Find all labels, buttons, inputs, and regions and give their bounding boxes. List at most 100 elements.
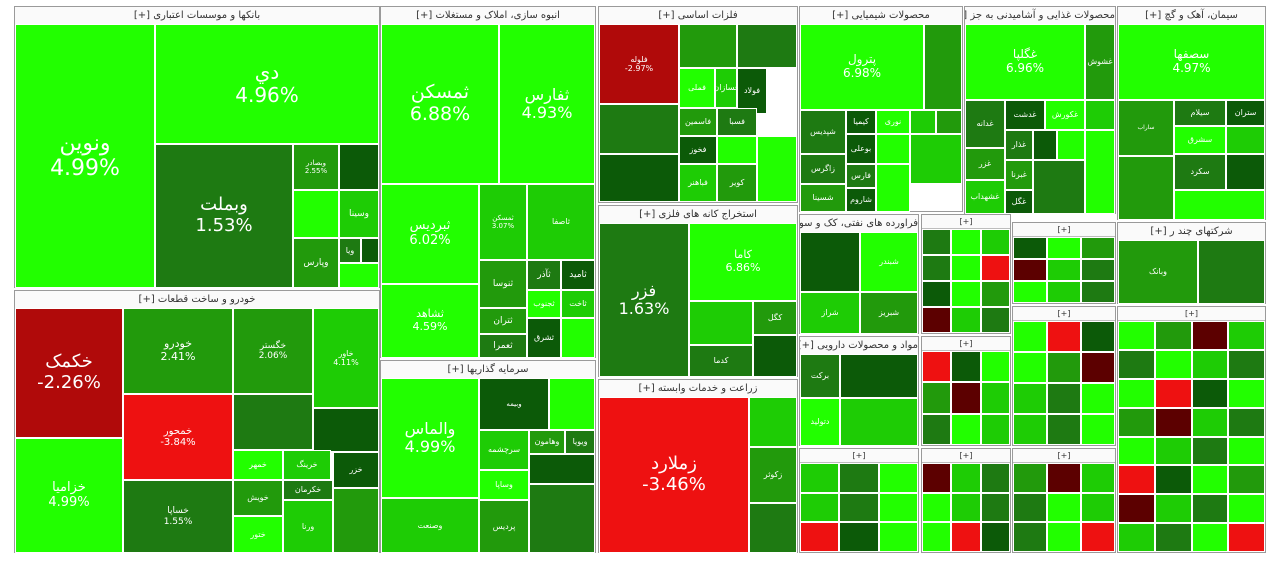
stock-tile[interactable]: خودرو 2.41%	[123, 308, 233, 394]
stock-tile[interactable]: کدما	[689, 345, 753, 377]
stock-tile-minor[interactable]	[1154, 407, 1192, 437]
stock-tile[interactable]: ستران	[1226, 100, 1265, 126]
stock-tile-minor[interactable]	[1191, 465, 1229, 495]
stock-tile-minor[interactable]	[922, 281, 952, 307]
sector-header[interactable]: سرمایه گذاریها [+]	[381, 361, 595, 379]
stock-tile[interactable]: خزر	[333, 452, 379, 488]
stock-tile[interactable]: دي 4.96%	[155, 24, 379, 144]
stock-tile[interactable]: پردیس	[479, 500, 529, 553]
stock-tile[interactable]: والماس 4.99%	[381, 378, 479, 498]
stock-tile-minor[interactable]	[1013, 414, 1047, 445]
stock-tile[interactable]: زاگرس	[800, 154, 846, 184]
stock-tile[interactable]: شسینا	[800, 184, 846, 212]
stock-tile-minor[interactable]	[1013, 463, 1047, 493]
stock-tile-minor[interactable]	[1081, 522, 1115, 552]
stock-tile[interactable]: ثاميد	[561, 260, 595, 290]
stock-tile[interactable]: ثبردیس 6.02%	[381, 184, 479, 284]
stock-tile[interactable]: ثاخت	[561, 290, 595, 318]
stock-tile-minor[interactable]	[339, 144, 379, 190]
stock-tile[interactable]: وساپا	[479, 470, 529, 500]
stock-tile-minor[interactable]	[839, 522, 879, 552]
stock-tile[interactable]: فلوله -2.97%	[599, 24, 679, 104]
stock-tile-minor[interactable]	[1191, 436, 1229, 466]
stock-tile-minor[interactable]	[361, 238, 379, 263]
stock-tile-minor[interactable]	[1228, 523, 1265, 552]
stock-tile-minor[interactable]	[878, 522, 918, 552]
stock-tile-minor[interactable]	[1118, 407, 1155, 437]
stock-tile[interactable]: شبندر	[860, 232, 918, 292]
stock-tile-minor[interactable]	[1085, 100, 1115, 130]
stock-tile[interactable]: زملارد -3.46%	[599, 397, 749, 553]
stock-tile[interactable]: ثمسکن 3.07%	[479, 184, 527, 260]
stock-tile-minor[interactable]	[757, 136, 797, 202]
stock-tile-minor[interactable]	[1047, 383, 1081, 414]
stock-tile-minor[interactable]	[1013, 492, 1047, 523]
stock-tile[interactable]: غشهداب	[965, 180, 1005, 214]
stock-tile[interactable]: خکمک -2.26%	[15, 308, 123, 438]
stock-tile-minor[interactable]	[1013, 383, 1047, 414]
stock-tile-minor[interactable]	[689, 301, 753, 345]
stock-tile[interactable]: غبرنا	[1005, 160, 1033, 190]
stock-tile-minor[interactable]	[1191, 321, 1229, 350]
stock-tile-minor[interactable]	[313, 408, 379, 452]
stock-tile-minor[interactable]	[951, 351, 981, 383]
stock-tile-minor[interactable]	[1191, 407, 1229, 437]
sector-header[interactable]: استخراج کانه های فلزی [+]	[599, 206, 797, 224]
sector-header[interactable]: شرکتهای چند ر [+]	[1118, 223, 1265, 241]
stock-tile-minor[interactable]	[1118, 321, 1155, 350]
stock-tile-minor[interactable]	[599, 154, 679, 202]
stock-tile[interactable]: ثاصفا	[527, 184, 595, 260]
stock-tile-minor[interactable]	[951, 229, 981, 255]
stock-tile-minor[interactable]	[876, 134, 910, 164]
stock-tile-minor[interactable]	[922, 229, 952, 255]
stock-tile-minor[interactable]	[737, 24, 797, 68]
sector-header[interactable]: محصولات شیمیایی [+]	[800, 7, 962, 25]
stock-tile-minor[interactable]	[1118, 465, 1155, 495]
stock-tile-minor[interactable]	[1118, 523, 1155, 552]
stock-tile[interactable]: غگل	[1005, 190, 1033, 214]
stock-tile-minor[interactable]	[679, 24, 737, 68]
stock-tile-minor[interactable]	[1047, 522, 1081, 552]
stock-tile[interactable]: خگستر 2.06%	[233, 308, 313, 394]
sector-header[interactable]: [+]	[922, 337, 1010, 351]
stock-tile-minor[interactable]	[910, 110, 936, 134]
sector-minor[interactable]: [+]	[1012, 222, 1116, 304]
sector-header[interactable]: [+]	[922, 215, 1010, 229]
stock-tile-minor[interactable]	[1047, 237, 1081, 259]
sector-header[interactable]: سیمان، آهک و گچ [+]	[1118, 7, 1265, 25]
stock-tile-minor[interactable]	[1047, 414, 1081, 445]
sector-header[interactable]: محصولات غذایی و آشامیدنی به جز [+]	[965, 7, 1115, 25]
sector-header[interactable]: [+]	[1013, 307, 1115, 321]
sector-basic_metals[interactable]: فلزات اساسی [+]فلوله-2.97%فولادفملیفسازا…	[598, 6, 798, 203]
stock-tile[interactable]: ثعمرا	[479, 334, 527, 358]
sector-oil[interactable]: استخراج کانه های فلزی [+] فزر 1.63% کاما 6.8…	[598, 205, 798, 377]
stock-tile[interactable]: وبصادر 2.55%	[293, 144, 339, 190]
stock-tile-minor[interactable]	[910, 134, 962, 184]
stock-tile[interactable]: فارس	[846, 164, 876, 188]
stock-tile-minor[interactable]	[1047, 352, 1081, 383]
stock-tile-minor[interactable]	[922, 351, 952, 383]
stock-tile[interactable]: خزامیا 4.99%	[15, 438, 123, 553]
sector-construction[interactable]: انبوه سازی، املاک و مستغلات [+] ثمسکن 6.88…	[380, 6, 596, 358]
stock-tile-minor[interactable]	[1081, 259, 1115, 281]
stock-tile-minor[interactable]	[1057, 130, 1085, 160]
stock-tile[interactable]: فسازان	[715, 68, 737, 108]
stock-tile[interactable]: زکوثر	[749, 447, 797, 503]
stock-tile-minor[interactable]	[1013, 352, 1047, 383]
stock-tile-minor[interactable]	[1228, 321, 1265, 350]
stock-tile-minor[interactable]	[749, 397, 797, 447]
stock-tile-minor[interactable]	[980, 255, 1010, 281]
stock-tile-minor[interactable]	[1228, 378, 1265, 408]
stock-tile-minor[interactable]	[1081, 237, 1115, 259]
stock-tile-minor[interactable]	[1118, 156, 1174, 220]
stock-tile-minor[interactable]	[800, 232, 860, 292]
stock-tile[interactable]: ثفارس 4.93%	[499, 24, 595, 184]
stock-tile[interactable]: ثجنوب	[527, 290, 561, 318]
stock-tile-minor[interactable]	[529, 484, 595, 553]
sector-header[interactable]: خودرو و ساخت قطعات [+]	[15, 291, 379, 309]
stock-tile[interactable]: وسينا	[339, 190, 379, 238]
stock-tile-minor[interactable]	[1154, 321, 1192, 350]
stock-tile-minor[interactable]	[1191, 349, 1229, 379]
stock-tile[interactable]: پترول 6.98%	[800, 24, 924, 110]
stock-tile-minor[interactable]	[749, 503, 797, 553]
